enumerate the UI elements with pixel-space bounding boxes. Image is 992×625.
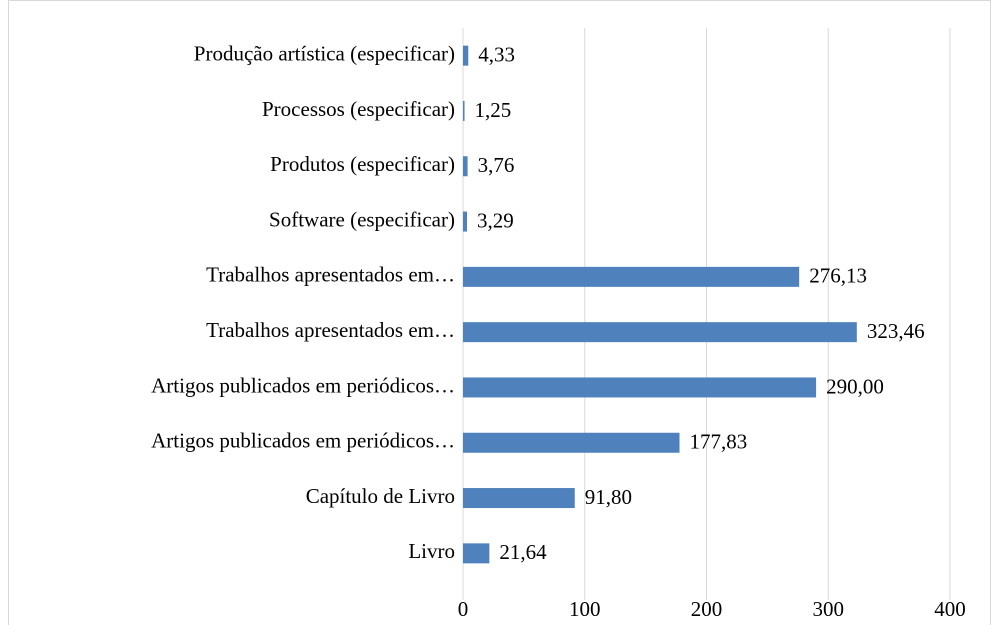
y-tick-label: Produção artística (especificar) <box>194 41 455 65</box>
y-tick-label: Produtos (especificar) <box>270 152 455 176</box>
bar <box>463 156 468 177</box>
x-tick-label: 100 <box>569 597 601 621</box>
data-label: 4,33 <box>478 42 515 66</box>
y-tick-label: Processos (especificar) <box>262 97 455 121</box>
bar <box>463 543 490 564</box>
data-label: 1,25 <box>475 98 512 122</box>
chart-border <box>8 0 991 625</box>
bar <box>463 45 469 66</box>
x-tick-label: 300 <box>813 597 845 621</box>
bar <box>463 377 817 398</box>
bar <box>463 322 857 343</box>
data-label: 21,64 <box>499 540 547 564</box>
bar <box>463 488 575 509</box>
data-label: 177,83 <box>690 430 748 454</box>
bar <box>463 266 800 287</box>
x-tick-label: 400 <box>934 597 966 621</box>
y-tick-label: Artigos publicados em periódicos… <box>151 373 455 397</box>
data-label: 323,46 <box>867 319 925 343</box>
y-tick-label: Livro <box>408 539 455 563</box>
y-tick-label: Capítulo de Livro <box>306 484 455 508</box>
bar <box>463 100 465 121</box>
x-tick-label: 200 <box>691 597 723 621</box>
y-tick-label: Software (especificar) <box>269 207 455 231</box>
data-label: 91,80 <box>585 485 632 509</box>
y-tick-label: Trabalhos apresentados em… <box>206 318 455 342</box>
bar <box>463 432 680 453</box>
data-label: 3,29 <box>477 208 514 232</box>
y-tick-label: Artigos publicados em periódicos… <box>151 429 455 453</box>
y-tick-label: Trabalhos apresentados em… <box>206 263 455 287</box>
data-label: 276,13 <box>809 264 867 288</box>
data-label: 3,76 <box>478 153 515 177</box>
data-label: 290,00 <box>826 374 884 398</box>
bar <box>463 211 468 232</box>
x-tick-label: 0 <box>458 597 469 621</box>
